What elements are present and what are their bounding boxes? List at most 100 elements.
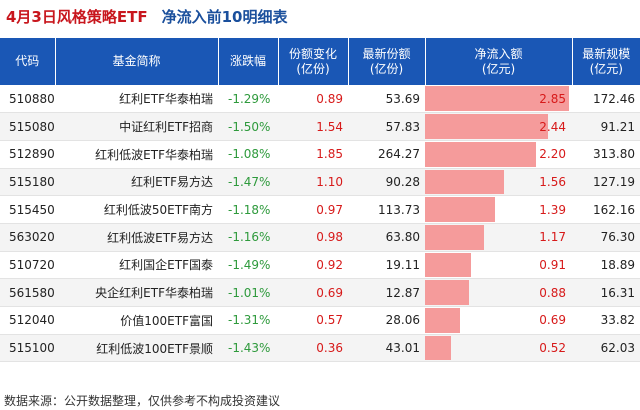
cell-net-inflow: 2.44 xyxy=(425,112,572,141)
table-row: 510880 红利ETF华泰柏瑞 -1.29% 0.89 53.69 2.85 172.46 xyxy=(0,85,640,114)
table-row: 561580 央企红利ETF华泰柏瑞 -1.01% 0.69 12.87 0.88 16.3… xyxy=(0,278,640,307)
net-inflow-value: 1.56 xyxy=(539,174,566,189)
cell-latest-share: 53.69 xyxy=(348,85,425,114)
net-inflow-value: 1.17 xyxy=(539,230,566,245)
cell-code: 510880 xyxy=(0,85,55,114)
cell-code: 515180 xyxy=(0,168,55,197)
cell-share-change: 0.97 xyxy=(278,195,348,224)
header-name: 基金简称 xyxy=(55,38,219,85)
cell-code: 510720 xyxy=(0,251,55,280)
table-row: 515100 红利低波100ETF景顺 -1.43% 0.36 43.01 0.52 62.… xyxy=(0,334,640,363)
cell-latest-scale: 62.03 xyxy=(572,334,640,363)
table-row: 515080 中证红利ETF招商 -1.50% 1.54 57.83 2.44 91.21 xyxy=(0,112,640,141)
cell-latest-share: 19.11 xyxy=(348,251,425,280)
cell-fund-name: 红利国企ETF国泰 xyxy=(55,251,218,280)
cell-latest-scale: 16.31 xyxy=(572,278,640,307)
net-inflow-bar xyxy=(425,252,471,278)
table-header-row: 代码 基金简称 涨跌幅 份额变化 (亿份) 最新份额 (亿份) 净流入额 (亿元) 最… xyxy=(0,38,640,85)
table-row: 515450 红利低波50ETF南方 -1.18% 0.97 113.73 1.39 162… xyxy=(0,195,640,224)
table-row: 512040 价值100ETF富国 -1.31% 0.57 28.06 0.69 33.82 xyxy=(0,306,640,335)
cell-change: -1.50% xyxy=(218,112,278,141)
cell-share-change: 0.98 xyxy=(278,223,348,252)
cell-net-inflow: 1.39 xyxy=(425,195,572,224)
cell-latest-scale: 162.16 xyxy=(572,195,640,224)
net-inflow-value: 0.69 xyxy=(539,313,566,328)
cell-net-inflow: 1.17 xyxy=(425,223,572,252)
cell-fund-name: 红利ETF华泰柏瑞 xyxy=(55,85,218,114)
net-inflow-bar xyxy=(425,169,504,195)
cell-latest-share: 43.01 xyxy=(348,334,425,363)
net-inflow-value: 0.52 xyxy=(539,341,566,356)
header-latest-share: 最新份额 (亿份) xyxy=(348,38,426,85)
cell-share-change: 0.69 xyxy=(278,278,348,307)
cell-change: -1.01% xyxy=(218,278,278,307)
cell-net-inflow: 0.52 xyxy=(425,334,572,363)
cell-code: 512040 xyxy=(0,306,55,335)
cell-net-inflow: 2.85 xyxy=(425,85,572,114)
net-inflow-value: 2.85 xyxy=(539,91,566,106)
cell-share-change: 0.36 xyxy=(278,334,348,363)
cell-fund-name: 红利低波ETF易方达 xyxy=(55,223,218,252)
cell-latest-scale: 91.21 xyxy=(572,112,640,141)
cell-change: -1.29% xyxy=(218,85,278,114)
net-inflow-value: 0.88 xyxy=(539,285,566,300)
cell-change: -1.49% xyxy=(218,251,278,280)
cell-net-inflow: 0.69 xyxy=(425,306,572,335)
title-date-category: 4月3日风格策略ETF xyxy=(6,8,148,26)
cell-latest-scale: 33.82 xyxy=(572,306,640,335)
net-inflow-value: 1.39 xyxy=(539,202,566,217)
page-title: 4月3日风格策略ETF 净流入前10明细表 xyxy=(6,6,287,28)
cell-fund-name: 红利低波100ETF景顺 xyxy=(55,334,218,363)
cell-latest-scale: 127.19 xyxy=(572,168,640,197)
cell-change: -1.43% xyxy=(218,334,278,363)
cell-latest-share: 90.28 xyxy=(348,168,425,197)
cell-fund-name: 中证红利ETF招商 xyxy=(55,112,218,141)
cell-share-change: 1.10 xyxy=(278,168,348,197)
cell-latest-share: 113.73 xyxy=(348,195,425,224)
net-inflow-value: 2.44 xyxy=(539,119,566,134)
etf-inflow-table: 代码 基金简称 涨跌幅 份额变化 (亿份) 最新份额 (亿份) 净流入额 (亿元) 最… xyxy=(0,38,640,363)
cell-change: -1.31% xyxy=(218,306,278,335)
net-inflow-bar xyxy=(425,335,452,361)
cell-latest-share: 63.80 xyxy=(348,223,425,252)
header-net-inflow: 净流入额 (亿元) xyxy=(425,38,573,85)
cell-latest-share: 57.83 xyxy=(348,112,425,141)
cell-latest-share: 28.06 xyxy=(348,306,425,335)
cell-fund-name: 红利低波50ETF南方 xyxy=(55,195,218,224)
net-inflow-bar xyxy=(425,86,570,112)
cell-share-change: 0.89 xyxy=(278,85,348,114)
table-row: 510720 红利国企ETF国泰 -1.49% 0.92 19.11 0.91 18.89 xyxy=(0,251,640,280)
cell-latest-scale: 76.30 xyxy=(572,223,640,252)
cell-net-inflow: 2.20 xyxy=(425,140,572,169)
title-description: 净流入前10明细表 xyxy=(161,8,288,26)
net-inflow-value: 2.20 xyxy=(539,147,566,162)
cell-latest-scale: 18.89 xyxy=(572,251,640,280)
cell-net-inflow: 0.91 xyxy=(425,251,572,280)
table-row: 515180 红利ETF易方达 -1.47% 1.10 90.28 1.56 127.19 xyxy=(0,168,640,197)
header-latest-scale: 最新规模 (亿元) xyxy=(572,38,640,85)
cell-code: 563020 xyxy=(0,223,55,252)
cell-latest-share: 264.27 xyxy=(348,140,425,169)
cell-latest-share: 12.87 xyxy=(348,278,425,307)
net-inflow-bar xyxy=(425,197,496,222)
cell-latest-scale: 172.46 xyxy=(572,85,640,114)
header-change: 涨跌幅 xyxy=(218,38,279,85)
cell-change: -1.47% xyxy=(218,168,278,197)
cell-code: 515450 xyxy=(0,195,55,224)
cell-latest-scale: 313.80 xyxy=(572,140,640,169)
net-inflow-value: 0.91 xyxy=(539,257,566,272)
net-inflow-bar xyxy=(425,224,485,250)
data-source-note: 数据来源：公开数据整理，仅供参考不构成投资建议 xyxy=(4,394,281,408)
cell-code: 515080 xyxy=(0,112,55,141)
cell-change: -1.08% xyxy=(218,140,278,169)
cell-fund-name: 央企红利ETF华泰柏瑞 xyxy=(55,278,218,307)
cell-fund-name: 红利低波ETF华泰柏瑞 xyxy=(55,140,218,169)
net-inflow-bar xyxy=(425,280,470,305)
cell-net-inflow: 1.56 xyxy=(425,168,572,197)
cell-net-inflow: 0.88 xyxy=(425,278,572,307)
table-row: 563020 红利低波ETF易方达 -1.16% 0.98 63.80 1.17 76.30 xyxy=(0,223,640,252)
cell-share-change: 0.92 xyxy=(278,251,348,280)
table-row: 512890 红利低波ETF华泰柏瑞 -1.08% 1.85 264.27 2.20 313… xyxy=(0,140,640,169)
cell-share-change: 1.54 xyxy=(278,112,348,141)
cell-share-change: 0.57 xyxy=(278,306,348,335)
